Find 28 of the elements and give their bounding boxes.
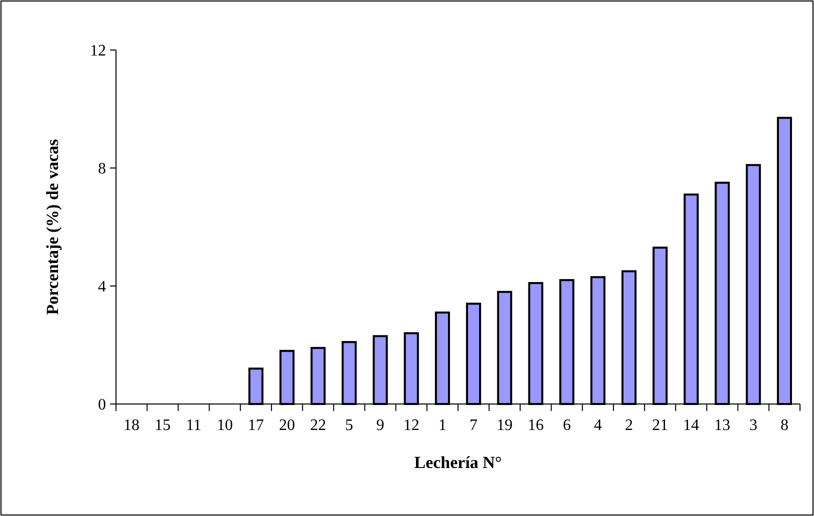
x-tick-label: 15 [154, 417, 171, 434]
x-tick-label: 20 [279, 417, 295, 434]
x-tick-label: 22 [310, 417, 326, 434]
x-tick-label: 19 [496, 417, 513, 434]
x-tick-label: 11 [186, 417, 202, 434]
y-tick-label: 0 [98, 396, 106, 414]
x-tick-label: 13 [714, 417, 730, 434]
x-tick-label: 3 [749, 417, 758, 434]
x-tick-label: 6 [562, 417, 571, 434]
x-tick-label: 4 [594, 417, 602, 434]
y-tick-label: 4 [98, 278, 106, 296]
x-tick-label: 8 [780, 417, 788, 434]
x-tick-label: 1 [438, 417, 446, 434]
x-tick-label: 16 [528, 417, 544, 434]
x-tick-label: 10 [216, 417, 233, 434]
x-tick-label: 7 [470, 417, 478, 434]
y-tick-label: 12 [90, 42, 106, 60]
x-tick-label: 9 [376, 417, 384, 434]
x-tick-label: 14 [683, 417, 700, 434]
x-tick-label: 5 [345, 417, 354, 434]
x-tick-label: 2 [625, 417, 633, 434]
x-axis-title: Lechería N° [414, 453, 502, 472]
y-axis-title: Porcentaje (%) de vacas [43, 138, 62, 315]
x-tick-label: 18 [124, 417, 140, 434]
x-tick-label: 12 [403, 417, 420, 434]
x-tick-label: 17 [248, 417, 264, 434]
x-tick-label: 21 [652, 417, 668, 434]
y-tick-label: 8 [98, 160, 106, 178]
